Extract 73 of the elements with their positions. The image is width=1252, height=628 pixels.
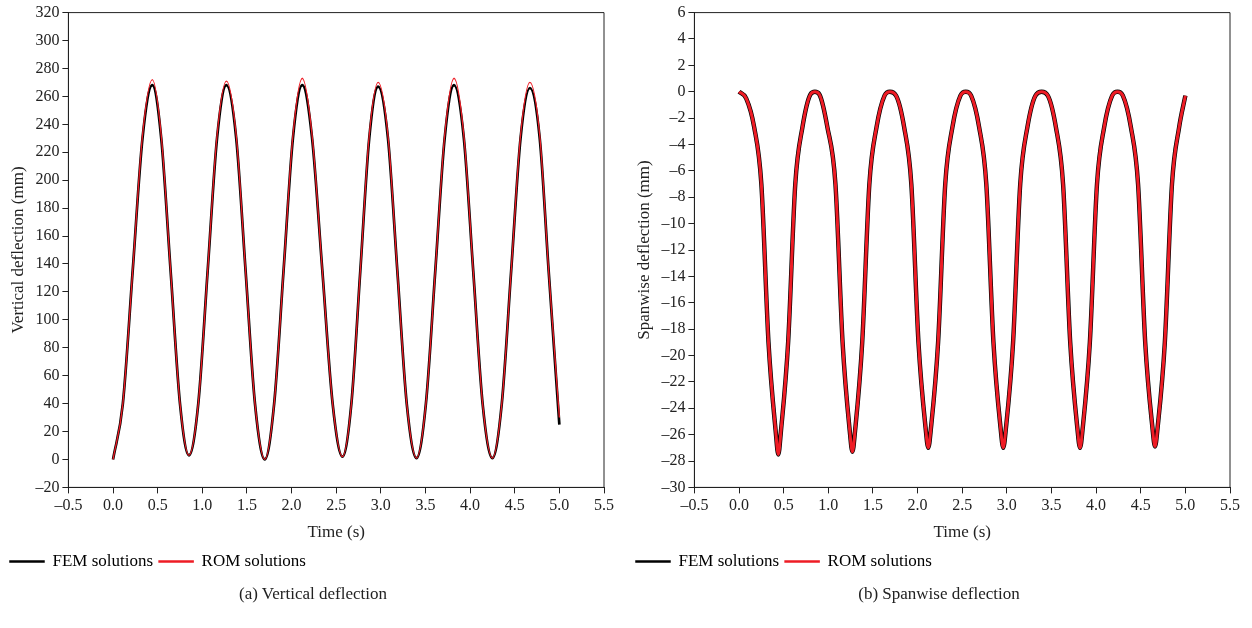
text: (a) Vertical deflection: [238, 584, 388, 604]
y-tick-label: 160: [35, 226, 60, 244]
y-tick-label: 180: [35, 198, 60, 216]
y-tick-label: 20: [43, 421, 60, 439]
y-tick-label: 240: [35, 114, 60, 132]
x-tick-label: 5.0: [549, 496, 570, 514]
x-tick-label: 2.5: [952, 496, 973, 514]
y-tick-label: 320: [35, 2, 60, 20]
y-tick-label: –16: [660, 292, 686, 310]
y-tick-label: 200: [35, 170, 60, 188]
y-tick-label: –20: [34, 477, 60, 495]
y-tick-label: 2: [677, 55, 686, 73]
y-tick-label: –4: [668, 134, 686, 152]
y-tick-label: 260: [35, 86, 60, 104]
y-tick-label: –20: [660, 345, 686, 363]
x-tick-label: 1.0: [192, 496, 213, 514]
x-tick-label: 0.5: [773, 496, 794, 514]
x-tick-label: 3.5: [1041, 496, 1062, 514]
x-tick-label: 4.5: [504, 496, 525, 514]
x-tick-label: 2.0: [907, 496, 928, 514]
x-tick-label: 2.0: [281, 496, 302, 514]
x-tick-label: –0.5: [53, 496, 83, 514]
x-tick-label: 0.0: [103, 496, 124, 514]
y-tick-label: –28: [660, 451, 686, 469]
y-tick-label: 0: [51, 449, 60, 467]
legend-label: FEM solutions: [678, 550, 780, 570]
y-tick-label: 280: [35, 58, 60, 76]
x-tick-label: 0.0: [729, 496, 750, 514]
y-tick-label: –24: [660, 398, 686, 416]
y-tick-label: –30: [660, 477, 686, 495]
y-tick-label: –18: [660, 319, 686, 337]
y-tick-label: –10: [660, 213, 686, 231]
y-tick-label: –14: [660, 266, 686, 284]
y-tick-label: 140: [35, 254, 60, 272]
y-tick-label: 40: [43, 393, 60, 411]
y-tick-label: –26: [660, 424, 686, 442]
y-tick-label: –2: [668, 108, 686, 126]
legend-label: ROM solutions: [827, 550, 932, 570]
x-tick-label: 4.5: [1130, 496, 1151, 514]
y-tick-label: –22: [660, 372, 686, 390]
y-tick-label: 300: [35, 30, 60, 48]
y-tick-label: 4: [677, 29, 686, 47]
y-tick-label: 60: [43, 365, 60, 383]
y-tick-label: –6: [668, 161, 686, 179]
legend-label: FEM solutions: [52, 550, 154, 570]
y-tick-label: 80: [43, 337, 60, 355]
x-tick-label: 0.5: [147, 496, 168, 514]
text: (b) Spanwise deflection: [857, 584, 1021, 604]
y-tick-label: –8: [668, 187, 686, 205]
y-tick-label: 120: [35, 282, 60, 300]
x-tick-label: 4.0: [1086, 496, 1107, 514]
x-tick-label: 3.0: [370, 496, 391, 514]
y-tick-label: –12: [660, 240, 686, 258]
y-axis-title: Spanwise deflection (mm): [633, 160, 653, 340]
x-tick-label: 5.0: [1175, 496, 1196, 514]
x-tick-label: 1.5: [236, 496, 257, 514]
y-tick-label: 0: [677, 81, 686, 99]
x-tick-label: 1.0: [818, 496, 839, 514]
x-tick-label: –0.5: [679, 496, 709, 514]
x-tick-label: 4.0: [460, 496, 481, 514]
legend-label: ROM solutions: [201, 550, 306, 570]
x-tick-label: 5.5: [594, 496, 614, 514]
y-tick-label: 6: [677, 2, 686, 20]
x-axis-title: Time (s): [307, 522, 365, 542]
x-tick-label: 2.5: [326, 496, 347, 514]
x-axis-title: Time (s): [933, 522, 991, 542]
y-tick-label: 100: [35, 310, 60, 328]
x-tick-label: 3.5: [415, 496, 436, 514]
x-tick-label: 5.5: [1220, 496, 1240, 514]
y-axis-title: Vertical deflection (mm): [7, 166, 27, 334]
x-tick-label: 3.0: [996, 496, 1017, 514]
x-tick-label: 1.5: [862, 496, 883, 514]
y-tick-label: 220: [35, 142, 60, 160]
